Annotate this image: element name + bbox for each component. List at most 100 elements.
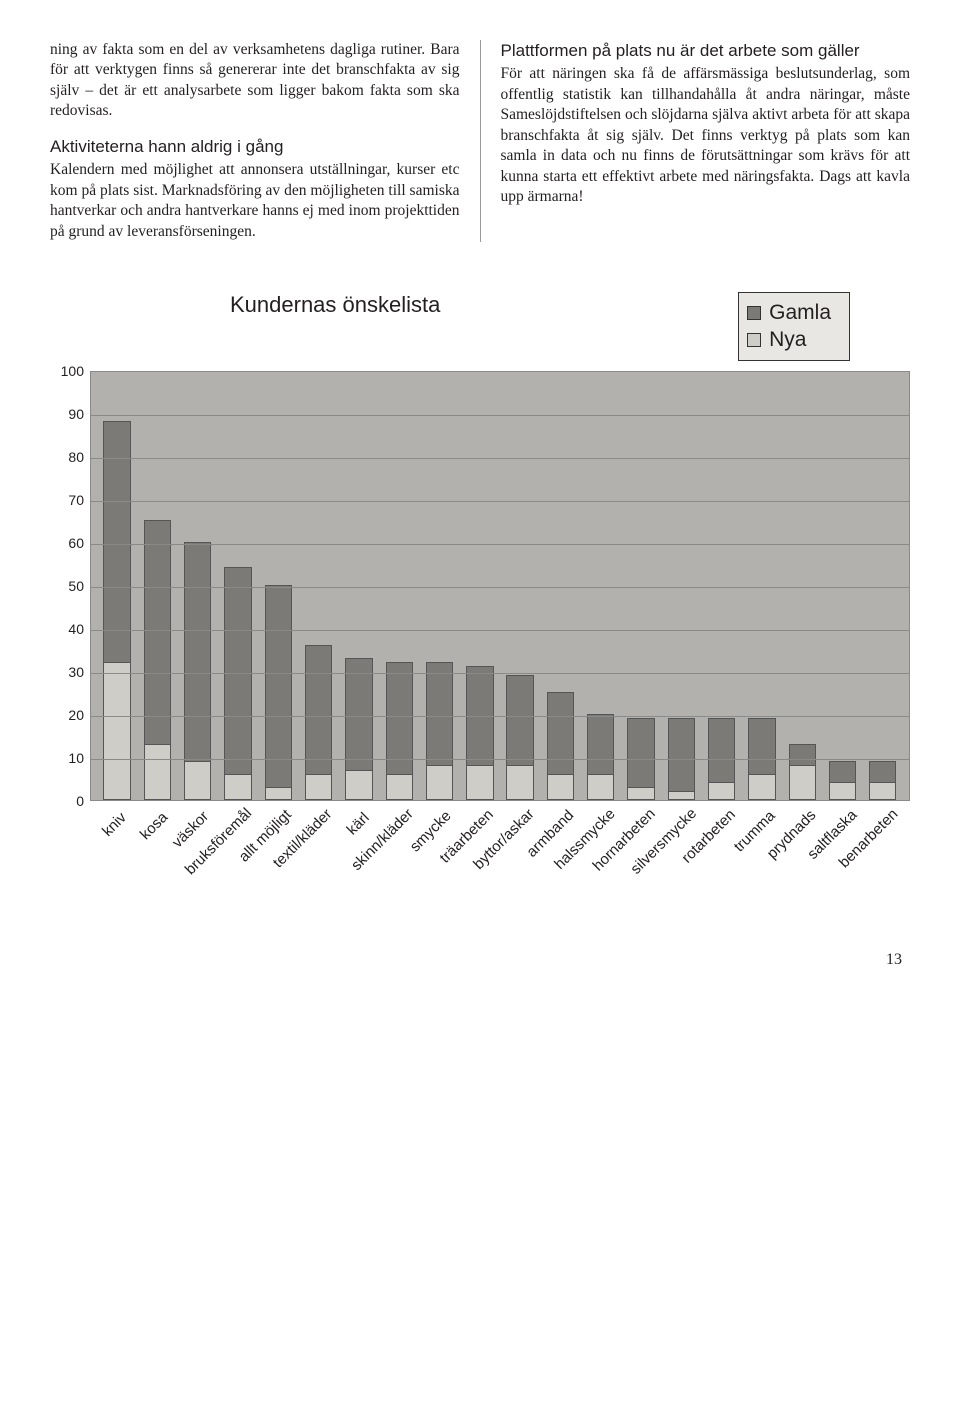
bar-segment-nya xyxy=(869,782,896,799)
bar-slot xyxy=(419,372,459,800)
x-label-slot: benarbeten xyxy=(864,805,904,915)
gridline xyxy=(91,544,909,545)
bar-slot xyxy=(137,372,177,800)
x-label-slot: textil/kläder xyxy=(298,805,338,915)
bar-segment-nya xyxy=(789,765,816,799)
bar-segment-gamla xyxy=(224,567,251,773)
bar-segment-nya xyxy=(708,782,735,799)
right-paragraph-1: För att näringen ska få de affärsmässiga… xyxy=(501,64,911,207)
bar-segment-nya xyxy=(587,774,614,800)
bar-slot xyxy=(258,372,298,800)
bar-slot xyxy=(822,372,862,800)
bar-segment-gamla xyxy=(668,718,695,791)
bar-segment-gamla xyxy=(265,585,292,787)
chart-header: Kundernas önskelista Gamla Nya xyxy=(50,292,910,371)
legend-label-gamla: Gamla xyxy=(769,299,831,326)
bar xyxy=(789,744,816,800)
y-tick-label: 20 xyxy=(68,707,84,723)
y-tick-label: 40 xyxy=(68,621,84,637)
bar-slot xyxy=(218,372,258,800)
right-heading: Plattformen på plats nu är det arbete so… xyxy=(501,40,911,62)
left-heading: Aktiviteterna hann aldrig i gång xyxy=(50,136,460,158)
y-tick-label: 90 xyxy=(68,406,84,422)
bar-segment-nya xyxy=(547,774,574,800)
bar-segment-nya xyxy=(426,765,453,799)
bar-slot xyxy=(460,372,500,800)
legend-nya: Nya xyxy=(747,326,831,353)
swatch-gamla-icon xyxy=(747,306,761,320)
plot-area xyxy=(90,371,910,801)
bar xyxy=(224,567,251,799)
bar-slot xyxy=(782,372,822,800)
bar-slot xyxy=(661,372,701,800)
bar-segment-nya xyxy=(466,765,493,799)
bar-segment-nya xyxy=(748,774,775,800)
y-tick-label: 60 xyxy=(68,535,84,551)
bar-segment-gamla xyxy=(305,645,332,774)
bar-segment-gamla xyxy=(184,542,211,761)
bar-slot xyxy=(742,372,782,800)
y-tick-label: 0 xyxy=(76,793,84,809)
bar xyxy=(305,645,332,800)
x-label: kärl xyxy=(343,809,372,838)
bar xyxy=(345,658,372,800)
y-tick-label: 80 xyxy=(68,449,84,465)
gridline xyxy=(91,630,909,631)
bar-segment-nya xyxy=(224,774,251,800)
bar-segment-gamla xyxy=(627,718,654,787)
bar-slot xyxy=(178,372,218,800)
bar xyxy=(466,666,493,799)
bar xyxy=(547,692,574,799)
bar xyxy=(506,675,533,800)
x-label-slot: kniv xyxy=(96,805,136,915)
bar-segment-gamla xyxy=(144,520,171,744)
right-column: Plattformen på plats nu är det arbete so… xyxy=(501,40,911,242)
x-label-slot: rotarbeten xyxy=(702,805,742,915)
y-tick-label: 70 xyxy=(68,492,84,508)
bar xyxy=(265,585,292,800)
bars-container xyxy=(91,372,909,800)
x-label-slot: skinn/kläder xyxy=(379,805,419,915)
bar-segment-nya xyxy=(265,787,292,800)
bar-segment-gamla xyxy=(829,761,856,783)
gridline xyxy=(91,716,909,717)
bar xyxy=(103,421,130,799)
x-label-slot: kosa xyxy=(136,805,176,915)
left-paragraph-1: ning av fakta som en del av verksamheten… xyxy=(50,40,460,122)
legend-label-nya: Nya xyxy=(769,326,806,353)
bar-segment-gamla xyxy=(345,658,372,770)
text-columns: ning av fakta som en del av verksamheten… xyxy=(50,40,910,242)
bar xyxy=(829,761,856,800)
bar-segment-nya xyxy=(668,791,695,800)
bar-segment-nya xyxy=(103,662,130,800)
y-tick-label: 100 xyxy=(61,363,84,379)
gridline xyxy=(91,501,909,502)
x-label: kosa xyxy=(136,808,170,842)
gridline xyxy=(91,673,909,674)
bar xyxy=(426,662,453,800)
bar-segment-nya xyxy=(184,761,211,800)
bar-slot xyxy=(97,372,137,800)
bar-segment-gamla xyxy=(587,714,614,774)
bar-slot xyxy=(863,372,903,800)
bar-segment-gamla xyxy=(708,718,735,783)
bar-slot xyxy=(500,372,540,800)
y-tick-label: 10 xyxy=(68,750,84,766)
bar-slot xyxy=(621,372,661,800)
bar-slot xyxy=(581,372,621,800)
bar-segment-nya xyxy=(345,770,372,800)
chart-title: Kundernas önskelista xyxy=(230,292,440,318)
bar-segment-gamla xyxy=(789,744,816,766)
gridline xyxy=(91,587,909,588)
bar-segment-nya xyxy=(627,787,654,800)
bar-segment-gamla xyxy=(426,662,453,765)
bar-segment-nya xyxy=(144,744,171,800)
bar-segment-gamla xyxy=(869,761,896,783)
column-divider xyxy=(480,40,481,242)
chart-legend: Gamla Nya xyxy=(738,292,850,361)
bar-slot xyxy=(540,372,580,800)
bar-slot xyxy=(379,372,419,800)
gridline xyxy=(91,458,909,459)
bar xyxy=(184,542,211,800)
bar xyxy=(386,662,413,800)
